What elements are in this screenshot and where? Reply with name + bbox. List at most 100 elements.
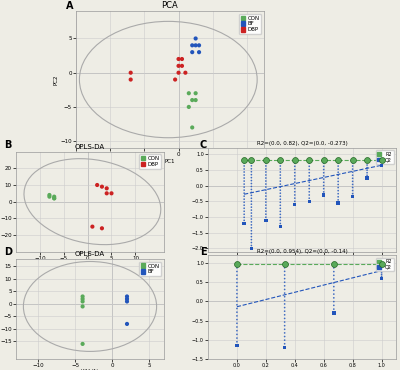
Point (241, 160, 247, 166)
Point (292, 202, 298, 208)
Point (331, 265, 337, 271)
Point (364, 172, 370, 178)
Point (263, 205, 269, 211)
Point (378, 162, 385, 168)
Point (335, 200, 341, 206)
Title: OPLS-DA: OPLS-DA (75, 144, 105, 150)
Point (292, 176, 298, 182)
Point (234, 265, 240, 271)
Point (335, 157, 341, 163)
Point (241, 166, 247, 172)
Point (241, 178, 247, 184)
Point (248, 160, 254, 166)
Point (248, 222, 254, 228)
Point (350, 160, 356, 166)
Point (124, 299, 130, 305)
Point (320, 160, 327, 166)
Point (277, 215, 284, 221)
Point (241, 221, 247, 226)
Point (350, 191, 356, 196)
Point (248, 163, 254, 169)
Point (378, 161, 385, 167)
Point (234, 339, 240, 345)
Point (320, 166, 327, 172)
Point (277, 157, 284, 163)
Point (192, 36, 199, 41)
Point (241, 172, 247, 178)
Point (277, 208, 284, 214)
Point (331, 310, 337, 316)
Point (282, 305, 288, 310)
Point (192, 90, 199, 96)
Point (241, 157, 247, 163)
Point (277, 187, 284, 193)
Point (234, 295, 240, 300)
Point (292, 182, 298, 188)
Point (292, 173, 298, 179)
Point (292, 166, 298, 172)
Point (241, 184, 247, 190)
Point (378, 273, 385, 279)
Point (241, 169, 247, 175)
Point (378, 157, 385, 163)
Point (292, 192, 298, 198)
Point (248, 189, 254, 195)
Point (331, 310, 337, 316)
Point (350, 178, 356, 184)
Point (248, 169, 254, 175)
Point (189, 124, 196, 131)
Point (51, 195, 57, 201)
Point (335, 194, 341, 200)
Point (277, 223, 284, 229)
Legend: CON, BF: CON, BF (139, 262, 161, 276)
Point (241, 211, 247, 217)
Point (248, 198, 254, 204)
Point (234, 261, 240, 267)
Point (128, 70, 134, 76)
Point (282, 344, 288, 350)
Point (277, 175, 284, 181)
Point (331, 306, 337, 312)
Point (241, 202, 247, 208)
Point (248, 240, 254, 246)
Point (248, 216, 254, 222)
Point (331, 272, 337, 278)
Point (263, 160, 269, 166)
Point (335, 197, 341, 203)
Point (248, 207, 254, 213)
Point (192, 97, 199, 103)
Point (263, 163, 269, 169)
Point (335, 166, 341, 172)
Point (234, 343, 240, 349)
Point (248, 246, 254, 252)
Point (172, 77, 178, 83)
Point (350, 163, 356, 169)
Point (331, 295, 337, 301)
Point (263, 169, 269, 175)
Legend: R2, Q2: R2, Q2 (376, 151, 394, 164)
Point (248, 166, 254, 172)
Point (292, 157, 298, 163)
Point (331, 287, 337, 293)
Point (282, 316, 288, 322)
Text: B: B (4, 140, 11, 150)
Point (378, 275, 385, 281)
Point (79, 299, 86, 305)
Point (331, 284, 337, 290)
Point (350, 185, 356, 191)
Point (234, 280, 240, 286)
Point (241, 205, 247, 211)
Point (192, 43, 199, 48)
Point (320, 176, 327, 182)
Point (241, 221, 247, 226)
Point (282, 286, 288, 292)
Point (331, 269, 337, 275)
Point (277, 221, 284, 226)
Point (175, 56, 182, 62)
Point (378, 160, 385, 166)
Point (277, 166, 284, 172)
Point (234, 302, 240, 308)
Point (306, 179, 312, 185)
Point (263, 211, 269, 217)
Point (350, 188, 356, 194)
